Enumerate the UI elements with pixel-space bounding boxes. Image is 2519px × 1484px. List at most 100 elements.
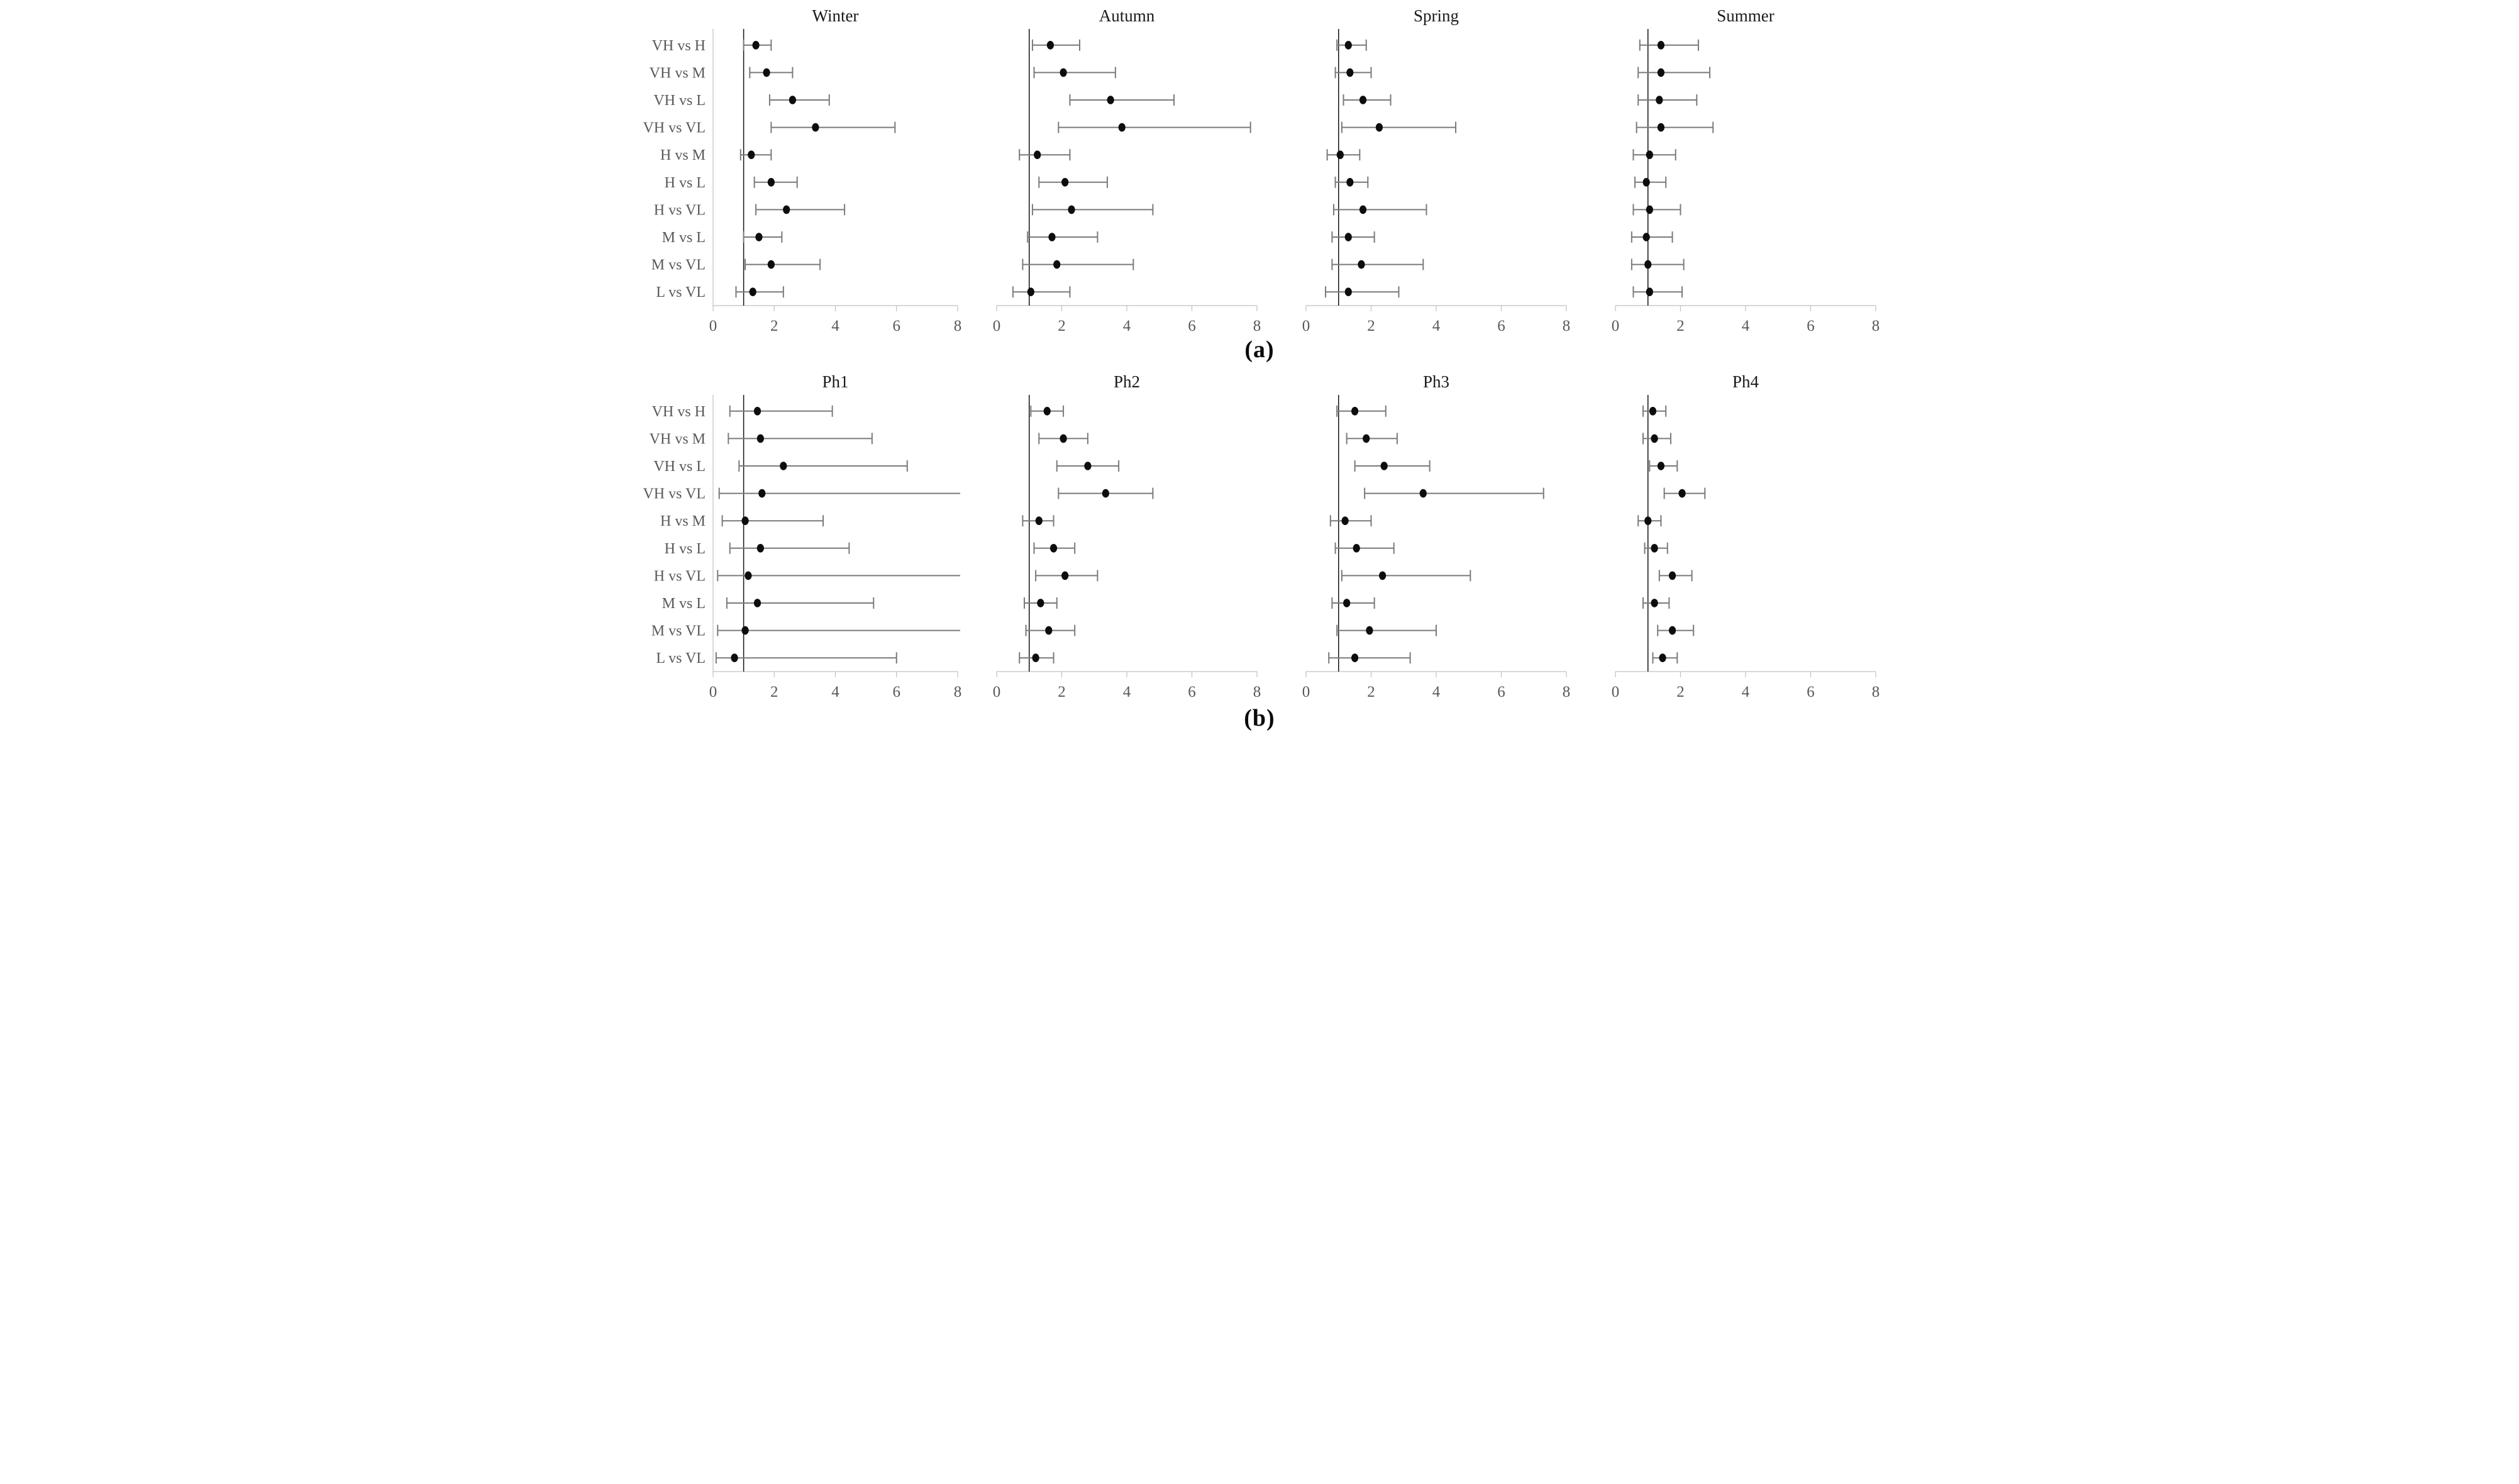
- data-point: [1359, 96, 1366, 104]
- x-tick-label: 4: [831, 318, 839, 335]
- data-point: [1336, 150, 1344, 159]
- data-point: [1646, 287, 1653, 297]
- data-point: [1644, 260, 1651, 269]
- data-point: [753, 407, 761, 416]
- x-tick-label: 0: [1611, 318, 1619, 335]
- data-point: [1044, 626, 1052, 635]
- data-point: [1678, 489, 1686, 498]
- panel-title: Ph1: [822, 372, 848, 391]
- data-point: [1642, 178, 1650, 187]
- data-point: [1646, 150, 1653, 159]
- data-point: [1375, 123, 1383, 132]
- x-tick-label: 0: [1302, 684, 1310, 700]
- x-tick-label: 8: [1562, 318, 1570, 335]
- data-point: [1655, 96, 1663, 104]
- x-tick-label: 4: [831, 684, 839, 700]
- x-tick-label: 4: [1432, 318, 1440, 335]
- data-point: [747, 150, 755, 159]
- data-point: [751, 41, 760, 50]
- x-tick-label: 4: [1122, 318, 1131, 335]
- data-point: [1353, 544, 1360, 553]
- data-point: [756, 544, 764, 553]
- data-point: [1341, 516, 1349, 525]
- data-point: [1359, 205, 1366, 214]
- data-point: [782, 205, 790, 214]
- panel-title: Winter: [812, 6, 858, 25]
- x-tick-label: 8: [953, 318, 961, 335]
- panel-group-a: Winter 0 2 4 6 8 VH vs H VH vs M VH vs L VH vs VL…: [630, 1, 1890, 363]
- data-point: [1032, 653, 1039, 662]
- category-label: H vs M: [660, 147, 705, 163]
- x-tick-label: 6: [1188, 684, 1196, 700]
- data-point: [1059, 68, 1067, 77]
- forest-panel-ph4: Ph4 0 2 4 6 8: [1611, 372, 1880, 700]
- data-point: [1036, 599, 1044, 607]
- data-point: [730, 653, 738, 662]
- data-point: [741, 516, 749, 525]
- category-label: VH vs M: [649, 65, 705, 81]
- category-label: M vs VL: [651, 623, 705, 640]
- data-point: [1657, 123, 1664, 132]
- data-point: [758, 489, 765, 498]
- data-point: [1651, 434, 1658, 443]
- x-tick-label: 0: [992, 318, 1000, 335]
- forest-panel-winter: Winter 0 2 4 6 8 VH vs H VH vs M VH vs L VH vs VL…: [643, 6, 961, 335]
- data-point: [1033, 150, 1041, 159]
- x-tick-label: 6: [892, 684, 900, 700]
- category-label: VH vs H: [651, 404, 705, 420]
- data-point: [1346, 178, 1353, 187]
- x-tick-label: 2: [1676, 318, 1685, 335]
- data-point: [1644, 516, 1651, 525]
- data-point: [1107, 96, 1114, 104]
- forest-panel-autumn: Autumn 0 2 4 6 8: [992, 6, 1261, 335]
- data-point: [1344, 41, 1352, 50]
- x-tick-label: 2: [770, 318, 778, 335]
- data-point: [762, 68, 770, 77]
- data-point: [1649, 407, 1656, 416]
- x-tick-label: 4: [1741, 318, 1749, 335]
- x-tick-label: 0: [709, 318, 717, 335]
- panel-row-a: Winter 0 2 4 6 8 VH vs H VH vs M VH vs L VH vs VL…: [630, 1, 1890, 341]
- data-point: [789, 96, 796, 104]
- x-tick-label: 2: [1676, 684, 1685, 700]
- x-tick-label: 2: [770, 684, 778, 700]
- category-label: VH vs M: [649, 431, 705, 447]
- data-point: [1102, 489, 1109, 498]
- category-label: VH vs H: [651, 38, 705, 54]
- forest-plot-figure: Winter 0 2 4 6 8 VH vs H VH vs M VH vs L VH vs VL…: [629, 0, 1890, 732]
- caption-b: (b): [1244, 705, 1275, 731]
- x-tick-label: 6: [1497, 318, 1505, 335]
- category-label: VH vs L: [653, 458, 706, 475]
- panel-row-b: Ph1 0 2 4 6 8 VH vs H VH vs M VH vs L VH vs VL H v…: [630, 367, 1890, 707]
- data-point: [1419, 489, 1427, 498]
- data-point: [1343, 599, 1350, 607]
- data-point: [1351, 653, 1358, 662]
- x-tick-label: 6: [1807, 318, 1815, 335]
- data-point: [767, 260, 775, 269]
- x-tick-label: 8: [1253, 318, 1261, 335]
- forest-panel-ph2: Ph2 0 2 4 6 8: [992, 372, 1261, 700]
- category-label: H vs M: [660, 513, 705, 529]
- data-point: [1657, 462, 1664, 470]
- x-tick-label: 2: [1058, 318, 1066, 335]
- category-label: M vs L: [662, 595, 705, 612]
- x-tick-label: 6: [1807, 684, 1815, 700]
- data-point: [1657, 68, 1664, 77]
- data-point: [1048, 233, 1056, 241]
- data-point: [741, 626, 749, 635]
- panel-title: Ph2: [1113, 372, 1139, 391]
- data-point: [1651, 544, 1658, 553]
- data-point: [1646, 205, 1653, 214]
- data-point: [1344, 233, 1352, 241]
- data-point: [1061, 178, 1068, 187]
- forest-panel-spring: Spring 0 2 4 6 8: [1302, 6, 1570, 335]
- category-label: H vs L: [664, 541, 705, 557]
- x-tick-label: 0: [992, 684, 1000, 700]
- data-point: [1061, 571, 1068, 580]
- x-tick-label: 2: [1367, 684, 1375, 700]
- data-point: [1049, 544, 1057, 553]
- data-point: [1380, 462, 1388, 470]
- x-tick-label: 4: [1432, 684, 1440, 700]
- data-point: [755, 233, 763, 241]
- panel-group-b: Ph1 0 2 4 6 8 VH vs H VH vs M VH vs L VH vs VL H v…: [630, 367, 1890, 732]
